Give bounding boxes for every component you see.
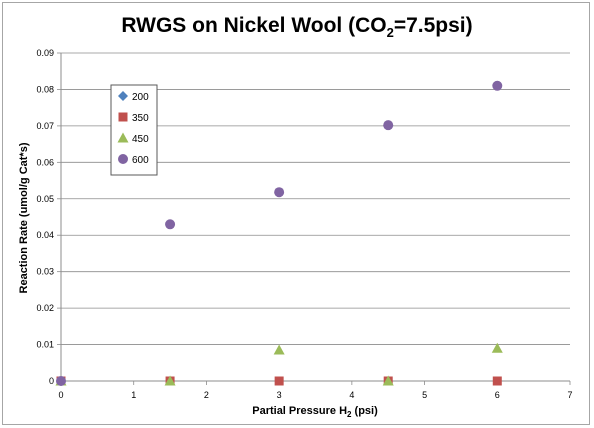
- x-tick-label: 3: [277, 390, 282, 400]
- chart-title-end: =7.5psi): [393, 14, 473, 37]
- legend-label-450: 450: [132, 134, 149, 145]
- x-tick-label: 2: [204, 390, 209, 400]
- data-point-600: [165, 219, 176, 230]
- legend-marker-450: [117, 132, 129, 143]
- x-tick-label: 5: [422, 390, 427, 400]
- legend-label-200: 200: [132, 92, 149, 103]
- data-point-350: [274, 376, 284, 386]
- chart-frame: [2, 2, 590, 425]
- data-point-450: [491, 342, 503, 353]
- y-tick-label: 0: [49, 376, 54, 386]
- data-point-600: [383, 120, 394, 131]
- data-point-600: [274, 187, 285, 198]
- x-axis-title-subscript: 2: [347, 410, 352, 419]
- y-tick-label: 0.06: [36, 157, 54, 167]
- data-points: [55, 80, 503, 386]
- legend-label-600: 600: [132, 155, 149, 166]
- y-tick-label: 0.02: [36, 303, 54, 313]
- legend-marker-350: [118, 112, 128, 122]
- data-point-450: [273, 344, 285, 355]
- x-tick-label: 6: [495, 390, 500, 400]
- data-point-350: [492, 376, 502, 386]
- y-tick-label: 0.08: [36, 84, 54, 94]
- legend-label-350: 350: [132, 113, 149, 124]
- y-tick-label: 0.03: [36, 267, 54, 277]
- chart-title-main: RWGS on Nickel Wool (CO: [121, 14, 387, 37]
- x-tick-label: 0: [58, 390, 63, 400]
- x-tick-label: 7: [567, 390, 572, 400]
- x-tick-label: 1: [131, 390, 136, 400]
- legend-marker-200: [118, 91, 128, 101]
- y-tick-label: 0.01: [36, 340, 54, 350]
- y-tick-label: 0.07: [36, 121, 54, 131]
- data-point-450: [382, 375, 394, 386]
- legend-items: 200 350 450 600: [117, 91, 149, 166]
- tick-labels: 0 0.01 0.02 0.03 0.04 0.05 0.06 0.07 0.08 0.09 0 1 2…: [36, 48, 572, 400]
- y-axis-title: Reaction Rate (umol/g Cat*s): [18, 142, 30, 293]
- legend-marker-600: [118, 154, 128, 164]
- data-point-600: [56, 376, 66, 386]
- y-tick-label: 0.09: [36, 48, 54, 58]
- data-point-450: [164, 375, 176, 386]
- x-tick-label: 4: [349, 390, 354, 400]
- x-axis-title-end: (psi): [351, 405, 378, 417]
- y-tick-label: 0.05: [36, 194, 54, 204]
- data-point-600: [492, 80, 503, 91]
- chart-title-subscript: 2: [386, 25, 394, 41]
- chart-title: RWGS on Nickel Wool (CO2=7.5psi): [0, 14, 594, 40]
- legend: 200 350 450 600: [110, 84, 158, 176]
- series-600: [56, 80, 503, 386]
- y-tick-label: 0.04: [36, 230, 54, 240]
- x-axis-title: Partial Pressure H2 (psi): [252, 405, 378, 419]
- x-axis-title-main: Partial Pressure H: [252, 405, 347, 417]
